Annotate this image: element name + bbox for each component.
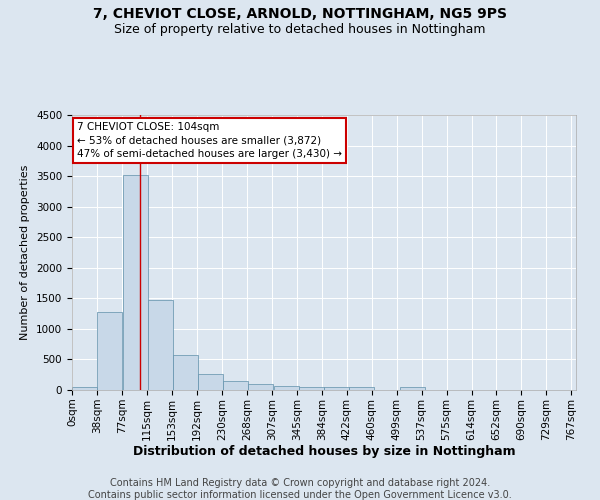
Bar xyxy=(72,387,97,390)
Text: Contains public sector information licensed under the Open Government Licence v3: Contains public sector information licen… xyxy=(88,490,512,500)
Y-axis label: Number of detached properties: Number of detached properties xyxy=(20,165,31,340)
Bar xyxy=(148,300,173,390)
Bar xyxy=(299,387,323,390)
Bar xyxy=(400,387,425,390)
X-axis label: Distribution of detached houses by size in Nottingham: Distribution of detached houses by size … xyxy=(133,446,515,458)
Bar xyxy=(248,384,273,390)
Text: Contains HM Land Registry data © Crown copyright and database right 2024.: Contains HM Land Registry data © Crown c… xyxy=(110,478,490,488)
Text: 7, CHEVIOT CLOSE, ARNOLD, NOTTINGHAM, NG5 9PS: 7, CHEVIOT CLOSE, ARNOLD, NOTTINGHAM, NG… xyxy=(93,8,507,22)
Bar xyxy=(349,386,374,390)
Bar xyxy=(325,387,349,390)
Bar xyxy=(97,312,122,390)
Bar xyxy=(173,355,197,390)
Text: 7 CHEVIOT CLOSE: 104sqm
← 53% of detached houses are smaller (3,872)
47% of semi: 7 CHEVIOT CLOSE: 104sqm ← 53% of detache… xyxy=(77,122,342,158)
Bar xyxy=(198,374,223,390)
Text: Size of property relative to detached houses in Nottingham: Size of property relative to detached ho… xyxy=(114,22,486,36)
Bar xyxy=(274,386,299,390)
Bar xyxy=(122,176,148,390)
Bar xyxy=(223,381,248,390)
